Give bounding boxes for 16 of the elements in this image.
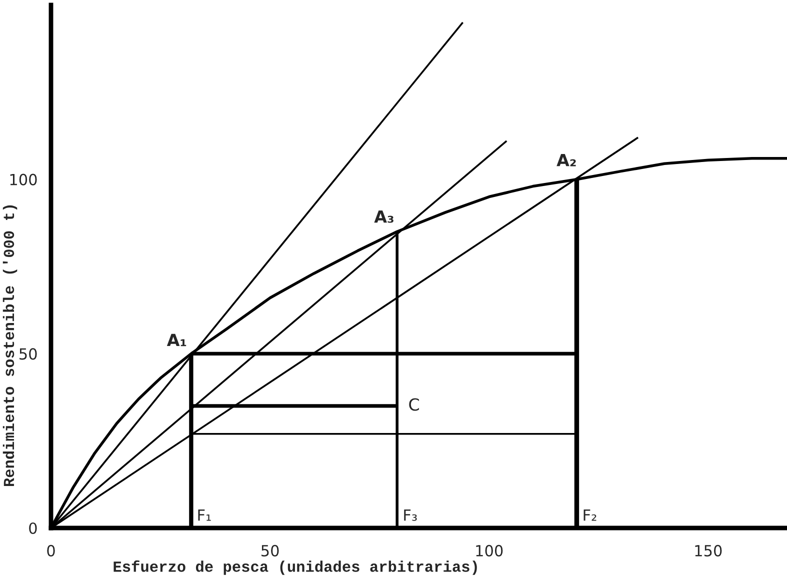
annotation: F₃ bbox=[404, 510, 417, 521]
y-tick-label: 0 bbox=[29, 522, 37, 534]
annotation: A₁ bbox=[166, 334, 186, 346]
y-axis-title: Rendimiento sostenible ('000 t) bbox=[2, 205, 18, 486]
x-tick-label: 50 bbox=[262, 544, 279, 556]
y-tick-label: 100 bbox=[10, 174, 37, 186]
annotation: C bbox=[409, 398, 419, 411]
annotation: A₃ bbox=[374, 210, 394, 223]
x-tick-label: 100 bbox=[476, 544, 503, 556]
x-tick-label: 0 bbox=[47, 544, 55, 556]
x-tick-label: 150 bbox=[695, 544, 722, 556]
x-axis-title: Esfuerzo de pesca (unidades arbitrarias) bbox=[114, 560, 477, 575]
annotation: F₂ bbox=[584, 510, 596, 521]
annotation: A₂ bbox=[556, 154, 576, 166]
y-tick-label: 50 bbox=[20, 348, 37, 360]
annotation: F₁ bbox=[198, 510, 211, 521]
